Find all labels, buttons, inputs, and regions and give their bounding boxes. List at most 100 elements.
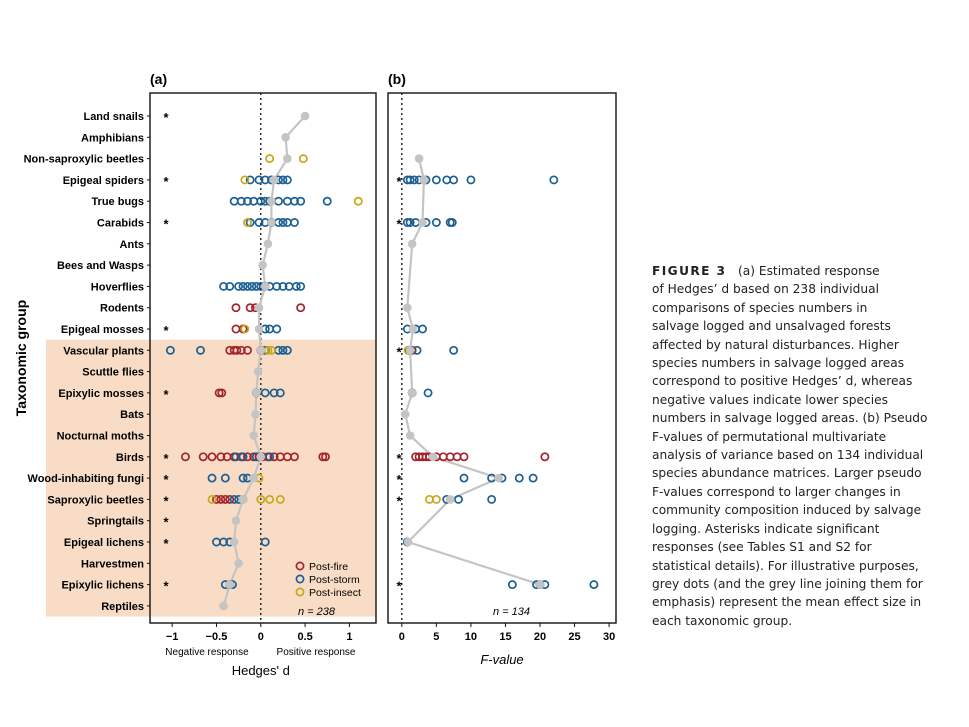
panel-b-point-post-storm-epigeal-spiders — [449, 175, 459, 185]
panel-a-point-post-storm-carabids — [278, 218, 288, 227]
panel-a-point-post-fire-epixylic-mosses — [217, 388, 227, 398]
significance-asterisk: * — [396, 217, 402, 232]
panel-b-mean-dot-epixylic-lichens — [535, 580, 545, 589]
panel-b-x-tick-label: 10 — [465, 631, 477, 643]
negative-response-label: Negative response — [165, 647, 249, 658]
panel-a-point-post-storm-hoverflies — [296, 281, 306, 291]
panel-a-point-post-storm-true-bugs — [296, 196, 306, 206]
panel-a-mean-dot-harvestmen — [234, 559, 243, 568]
panel-a-x-axis-title: Hedges' d — [232, 663, 290, 678]
panel-a-point-post-fire-birds — [318, 452, 328, 462]
panel-b-point-post-storm-wood-inhabiting-fungi — [459, 473, 469, 483]
panel-a-point-post-storm-epigeal-mosses — [272, 324, 282, 334]
caption-line: species numbers in salvage logged areas — [652, 356, 905, 371]
panel-a-point-post-fire-saproxylic-beetles — [220, 494, 230, 504]
panel-a-point-post-storm-carabids — [245, 218, 255, 227]
significance-asterisk: * — [163, 110, 169, 125]
panel-b-point-post-insect-saproxylic-beetles — [431, 494, 441, 504]
panel-a-mean-dot-epigeal-spiders — [269, 175, 279, 185]
panel-a-mean-dot-epixylic-lichens — [225, 580, 235, 589]
panel-a-point-post-storm-true-bugs — [290, 196, 299, 206]
category-label-carabids: Carabids — [97, 218, 144, 230]
significance-asterisk: * — [163, 515, 169, 530]
figure-caption: FIGURE 3 (a) Estimated response of Hedge… — [652, 262, 952, 630]
significance-asterisk: * — [163, 579, 169, 594]
panel-a-point-post-fire-birds — [207, 452, 217, 462]
panel-a-point-post-storm-vascular-plants — [282, 345, 292, 355]
panel-a-mean-dot-hoverflies — [260, 282, 270, 291]
panel-a-point-post-storm-epigeal-spiders — [282, 175, 292, 185]
legend-label-insect: Post-insect — [309, 587, 361, 599]
panel-a-point-post-insect-non-saproxylic-beetles — [298, 154, 308, 164]
panel-a-point-post-storm-hoverflies — [219, 281, 229, 291]
panel-a-point-post-storm-hoverflies — [291, 281, 301, 291]
panel-a-point-post-fire-rodents — [296, 303, 306, 313]
significance-asterisk: * — [396, 472, 402, 487]
category-label-land-snails: Land snails — [83, 111, 144, 123]
significance-asterisk: * — [396, 174, 402, 189]
panel-b-mean-dot-epigeal-lichens — [403, 537, 413, 547]
category-label-springtails: Springtails — [87, 516, 144, 528]
panel-a-point-post-storm-epixylic-mosses — [275, 388, 285, 398]
caption-line: logging. Asterisks indicate significant — [652, 521, 880, 536]
highlight-band — [46, 339, 376, 617]
significance-asterisk: * — [396, 579, 402, 594]
panel-a-point-post-insect-saproxylic-beetles — [207, 494, 217, 504]
category-label-reptiles: Reptiles — [101, 601, 144, 613]
panel-a-point-post-storm-true-bugs — [229, 196, 239, 206]
panel-a-x-tick-label: 0.5 — [297, 631, 312, 643]
panel-a-point-post-fire-vascular-plants — [243, 345, 252, 355]
panel-a-point-post-storm-vascular-plants — [278, 345, 288, 355]
caption-line: statistical details). For illustrative p… — [652, 558, 919, 573]
panel-a-point-post-fire-birds — [243, 452, 252, 462]
panel-b-mean-dot-rodents — [403, 303, 412, 313]
panel-b-mean-dot-epixylic-mosses — [407, 388, 417, 398]
panel-b-point-post-storm-vascular-plants — [449, 345, 459, 355]
category-label-nocturnal-moths: Nocturnal moths — [57, 431, 144, 443]
panel-a-point-post-storm-epigeal-spiders — [245, 175, 255, 185]
panel-a-mean-dot-nocturnal-moths — [249, 431, 258, 440]
panel-a-point-post-fire-birds — [198, 452, 208, 462]
panel-a-mean-dot-land-snails — [300, 111, 310, 121]
panel-b-point-post-storm-carabids — [402, 218, 412, 227]
positive-response-label: Positive response — [277, 647, 356, 658]
significance-asterisk: * — [396, 451, 402, 466]
panel-b-point-post-fire-birds — [459, 452, 469, 462]
panel-b-x-tick-label: 0 — [399, 631, 405, 643]
significance-asterisk: * — [163, 387, 169, 402]
category-label-saproxylic-beetles: Saproxylic beetles — [47, 494, 144, 506]
significance-asterisk: * — [163, 451, 169, 466]
category-label-wood-inhabiting-fungi: Wood-inhabiting fungi — [28, 473, 144, 485]
panel-b-point-post-fire-birds — [540, 452, 550, 462]
legend-marker-fire — [295, 561, 305, 571]
category-label-non-saproxylic-beetles: Non-saproxylic beetles — [24, 154, 144, 166]
panel-b-label: (b) — [388, 71, 406, 87]
panel-a-mean-dot-bees-and-wasps — [258, 260, 267, 270]
panel-a-point-post-insect-epigeal-spiders — [240, 175, 250, 185]
panel-b-point-post-storm-carabids — [431, 218, 441, 227]
panel-a-point-post-storm-hoverflies — [247, 281, 257, 291]
legend-marker-storm — [295, 574, 305, 584]
panel-a-mean-dot-vascular-plants — [256, 346, 266, 355]
significance-asterisk: * — [163, 174, 169, 189]
category-label-epigeal-spiders: Epigeal spiders — [63, 175, 144, 187]
panel-a-mean-dot-rodents — [254, 303, 264, 313]
panel-b-x-tick-label: 25 — [568, 631, 580, 643]
panel-a-point-post-fire-birds — [269, 452, 279, 462]
panel-b-n-label: n = 134 — [493, 606, 530, 618]
panel-a-point-post-fire-birds — [321, 452, 330, 462]
panel-b-point-post-storm-epigeal-spiders — [409, 175, 419, 185]
panel-b-point-post-storm-epixylic-mosses — [423, 388, 433, 398]
panel-a-point-post-fire-birds — [216, 452, 226, 462]
panel-a-point-post-storm-hoverflies — [243, 281, 252, 291]
caption-line: of Hedges’ d based on 238 individual — [652, 282, 879, 297]
panel-a-point-post-fire-saproxylic-beetles — [216, 494, 226, 504]
significance-asterisk: * — [163, 472, 169, 487]
panel-b-point-post-storm-saproxylic-beetles — [487, 494, 497, 504]
category-label-bats: Bats — [120, 409, 144, 421]
panel-b-point-post-storm-wood-inhabiting-fungi — [514, 473, 524, 483]
panel-a-mean-dot-true-bugs — [267, 196, 276, 206]
panel-a-point-post-insect-saproxylic-beetles — [275, 494, 285, 504]
panel-a-point-post-fire-birds — [181, 452, 190, 462]
panel-a-point-post-storm-true-bugs — [256, 196, 266, 206]
